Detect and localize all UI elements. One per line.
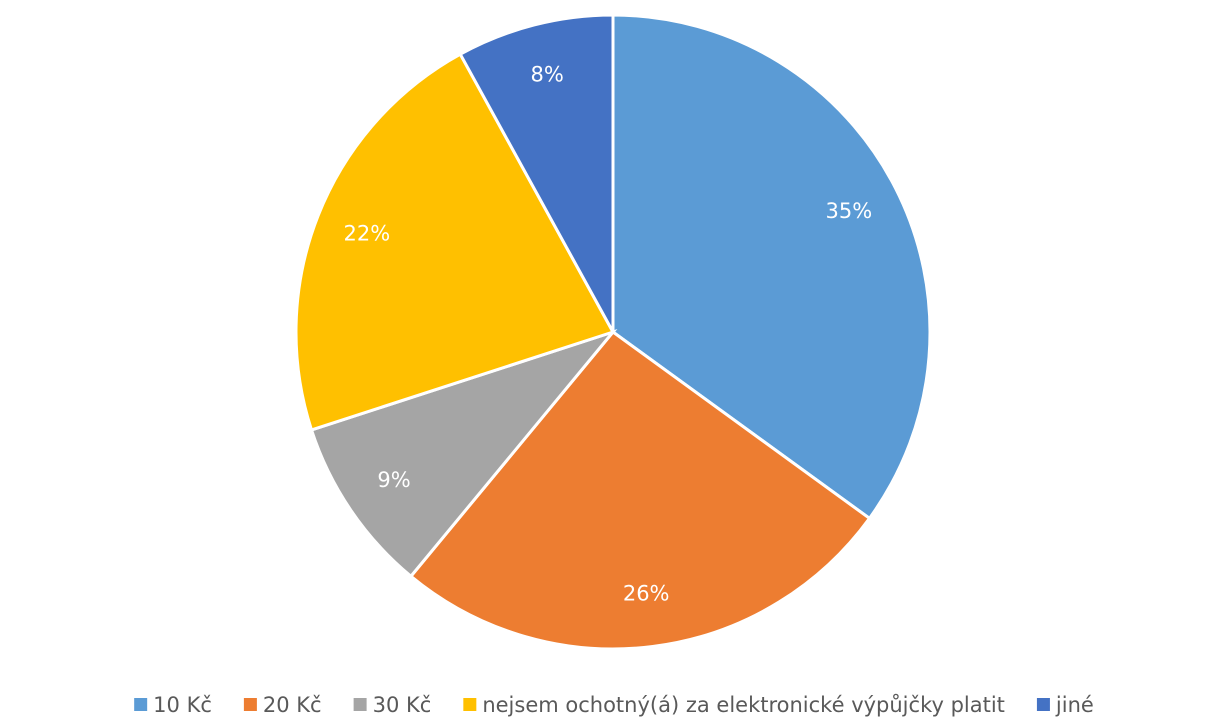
legend-swatch	[134, 698, 148, 711]
legend-swatch	[463, 698, 477, 711]
legend-swatch	[1036, 698, 1050, 711]
legend-label: 30 Kč	[373, 693, 432, 717]
data-label: 8%	[531, 63, 564, 87]
pie-slice	[294, 52, 616, 432]
data-label: 26%	[623, 582, 670, 606]
legend-label: 10 Kč	[153, 693, 212, 717]
legend-label: nejsem ochotný(á) za elektronické výpůjč…	[482, 693, 1005, 717]
legend-label: 20 Kč	[263, 693, 322, 717]
pie-slice	[458, 13, 615, 333]
legend-swatch	[243, 698, 257, 711]
legend-label: jiné	[1055, 693, 1094, 717]
data-label: 35%	[826, 199, 873, 223]
data-label: 9%	[377, 468, 410, 492]
pie-slice	[408, 329, 872, 651]
pie-slice	[309, 328, 618, 579]
legend-swatch	[353, 698, 367, 711]
pie-slice	[611, 13, 932, 521]
data-label: 22%	[344, 222, 391, 246]
